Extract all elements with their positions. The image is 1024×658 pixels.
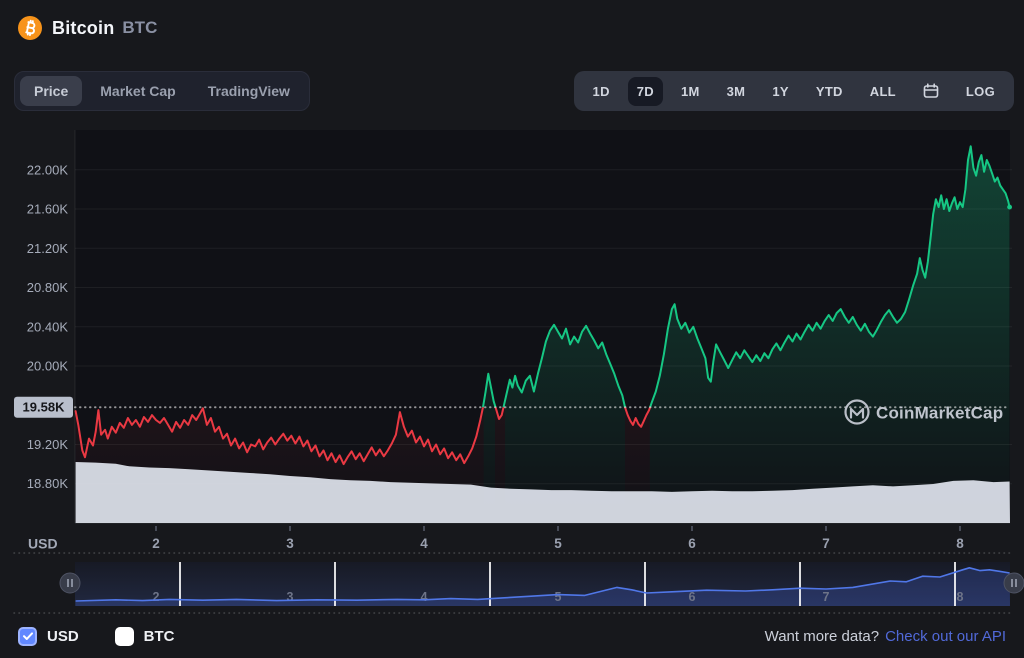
coin-name: Bitcoin <box>52 17 115 38</box>
price-line-down <box>74 407 652 466</box>
navigator-date-label: 2 <box>153 590 160 604</box>
range-button-1m[interactable]: 1M <box>680 83 700 99</box>
y-axis-currency-label: USD <box>28 536 58 552</box>
x-axis-label: 7 <box>822 536 830 551</box>
x-axis-label: 6 <box>688 536 696 551</box>
btc-checkbox[interactable] <box>114 626 134 646</box>
api-link[interactable]: Check out our API <box>885 627 1006 645</box>
navigator-date-label: 7 <box>823 590 830 604</box>
price-area-up <box>483 146 1010 523</box>
header: Bitcoin BTC <box>0 0 1024 56</box>
y-axis-label: 20.40K <box>27 319 69 334</box>
usd-checkbox-label[interactable]: USD <box>47 627 79 645</box>
y-axis-label: 21.60K <box>27 202 69 217</box>
y-axis-label: 18.80K <box>27 476 69 491</box>
range-button-log[interactable]: LOG <box>965 83 995 99</box>
y-axis-label: 21.20K <box>27 241 69 256</box>
bitcoin-logo-icon <box>18 16 42 40</box>
x-axis-label: 2 <box>152 536 160 551</box>
y-axis-label: 20.80K <box>27 280 69 295</box>
tab-price[interactable]: Price <box>20 76 83 106</box>
time-range-group: 1D 7D 1M 3M 1Y YTD ALL LOG <box>573 71 1014 111</box>
coinmarketcap-watermark: CoinMarketCap <box>844 399 1003 425</box>
price-line-up <box>202 145 1011 408</box>
tab-market-cap[interactable]: Market Cap <box>100 83 176 99</box>
footer-bar: USD BTC Want more data? Check out our AP… <box>0 614 1024 658</box>
tab-tradingview[interactable]: TradingView <box>207 83 290 99</box>
y-axis-label: 22.00K <box>27 162 69 177</box>
navigator-handle-left-grip[interactable] <box>59 572 81 594</box>
watermark-text: CoinMarketCap <box>876 404 1003 423</box>
range-button-3m[interactable]: 3M <box>726 83 746 99</box>
x-axis-label: 4 <box>420 536 428 551</box>
navigator-handle-left[interactable] <box>59 572 81 594</box>
navigator-track[interactable] <box>75 562 1010 606</box>
range-button-7d[interactable]: 7D <box>627 76 663 106</box>
navigator-date-label: 8 <box>957 590 964 604</box>
navigator-date-label: 4 <box>421 590 428 604</box>
latest-price-dot <box>1007 204 1012 210</box>
volume-area <box>75 462 1011 523</box>
baseline-price-badge <box>14 396 73 418</box>
navigator-date-label: 6 <box>689 590 696 604</box>
more-data-text: Want more data? <box>764 627 880 645</box>
y-axis-label: 20.00K <box>27 359 69 374</box>
range-button-1d[interactable]: 1D <box>592 83 610 99</box>
navigator-area <box>75 567 1011 606</box>
usd-checkbox[interactable] <box>18 626 37 646</box>
chart-type-tab-group: Price Market Cap TradingView <box>14 71 310 111</box>
range-button-ytd[interactable]: YTD <box>815 83 843 99</box>
x-axis-label: 8 <box>956 536 964 551</box>
y-axis-label: 19.20K <box>27 437 69 452</box>
calendar-icon[interactable] <box>914 76 948 106</box>
btc-checkbox-label[interactable]: BTC <box>143 627 175 645</box>
coinmarketcap-logo-m <box>849 407 865 419</box>
x-axis-label: 5 <box>554 536 562 551</box>
navigator-line <box>75 567 1010 602</box>
coinmarketcap-logo-icon <box>844 399 870 425</box>
range-button-all[interactable]: ALL <box>869 83 896 99</box>
navigator-date-label: 3 <box>287 590 294 604</box>
navigator-date-label: 5 <box>555 590 562 604</box>
navigator-handle-right-grip[interactable] <box>1003 572 1024 594</box>
navigator-handle-right[interactable] <box>1003 572 1024 594</box>
x-axis-label: 3 <box>286 536 294 551</box>
coin-symbol: BTC <box>122 18 158 37</box>
range-button-1y[interactable]: 1Y <box>772 83 789 99</box>
baseline-price-badge-label: 19.58K <box>23 400 66 415</box>
